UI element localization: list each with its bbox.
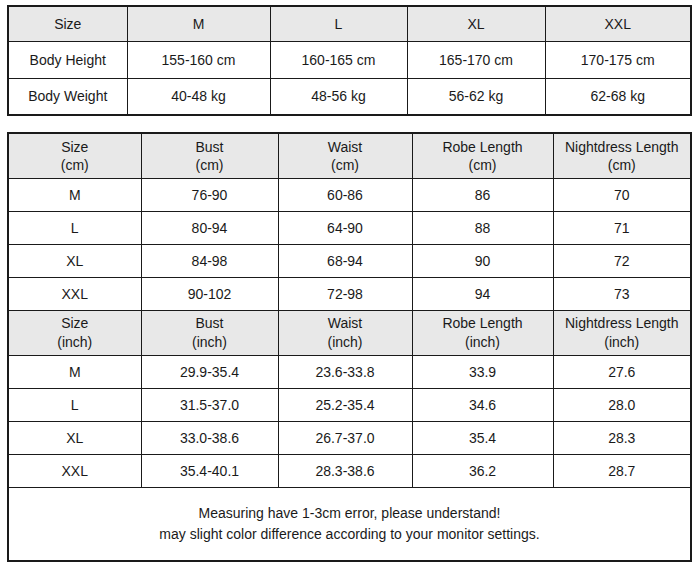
header-cell-size-cm: Size (cm) bbox=[8, 133, 141, 178]
row-label-cell: Body Weight bbox=[8, 78, 127, 115]
table-cell: 86 bbox=[412, 178, 553, 211]
table-cell: 33.0-38.6 bbox=[141, 421, 278, 454]
header-cell-m: M bbox=[127, 6, 270, 41]
table-cell: 80-94 bbox=[141, 211, 278, 244]
table-cell: 40-48 kg bbox=[127, 78, 270, 115]
table-cell: 33.9 bbox=[412, 355, 553, 388]
body-size-header-row: Size M L XL XXL bbox=[8, 6, 691, 41]
header-cell-xxl: XXL bbox=[545, 6, 691, 41]
table-cell: 48-56 kg bbox=[270, 78, 407, 115]
header-cell-bust-inch: Bust (inch) bbox=[141, 310, 278, 355]
table-cell: 60-86 bbox=[278, 178, 412, 211]
table-cell: 28.3 bbox=[553, 421, 691, 454]
inch-row-m: M 29.9-35.4 23.6-33.8 33.9 27.6 bbox=[8, 355, 691, 388]
body-weight-row: Body Weight 40-48 kg 48-56 kg 56-62 kg 6… bbox=[8, 78, 691, 115]
header-cell-robe-length-inch: Robe Length (inch) bbox=[412, 310, 553, 355]
header-cell-l: L bbox=[270, 6, 407, 41]
cm-row-xxl: XXL 90-102 72-98 94 73 bbox=[8, 277, 691, 310]
table-cell: 31.5-37.0 bbox=[141, 388, 278, 421]
table-cell: 29.9-35.4 bbox=[141, 355, 278, 388]
table-cell: 155-160 cm bbox=[127, 41, 270, 78]
table-cell: 88 bbox=[412, 211, 553, 244]
inch-row-xl: XL 33.0-38.6 26.7-37.0 35.4 28.3 bbox=[8, 421, 691, 454]
table-cell: 27.6 bbox=[553, 355, 691, 388]
table-cell: 90-102 bbox=[141, 277, 278, 310]
table-cell: 34.6 bbox=[412, 388, 553, 421]
table-cell: 62-68 kg bbox=[545, 78, 691, 115]
body-size-table: Size M L XL XXL Body Height 155-160 cm 1… bbox=[7, 5, 692, 116]
cm-row-m: M 76-90 60-86 86 70 bbox=[8, 178, 691, 211]
table-cell: 76-90 bbox=[141, 178, 278, 211]
cm-header-row: Size (cm) Bust (cm) Waist (cm) Robe Leng… bbox=[8, 133, 691, 178]
table-cell: 28.3-38.6 bbox=[278, 454, 412, 487]
footer-note-cell: Measuring have 1-3cm error, please under… bbox=[8, 487, 691, 561]
table-cell: 23.6-33.8 bbox=[278, 355, 412, 388]
table-cell: 36.2 bbox=[412, 454, 553, 487]
table-cell: 160-165 cm bbox=[270, 41, 407, 78]
table-cell: 64-90 bbox=[278, 211, 412, 244]
table-cell: 72 bbox=[553, 244, 691, 277]
table-cell: 28.0 bbox=[553, 388, 691, 421]
size-label-cell: XXL bbox=[8, 454, 141, 487]
table-cell: 25.2-35.4 bbox=[278, 388, 412, 421]
header-cell-robe-length-cm: Robe Length (cm) bbox=[412, 133, 553, 178]
measuring-error-note: Measuring have 1-3cm error, please under… bbox=[11, 503, 688, 523]
header-cell-nightdress-length-inch: Nightdress Length (inch) bbox=[553, 310, 691, 355]
inch-row-xxl: XXL 35.4-40.1 28.3-38.6 36.2 28.7 bbox=[8, 454, 691, 487]
size-label-cell: XXL bbox=[8, 277, 141, 310]
row-label-cell: Body Height bbox=[8, 41, 127, 78]
size-label-cell: L bbox=[8, 211, 141, 244]
cm-row-xl: XL 84-98 68-94 90 72 bbox=[8, 244, 691, 277]
cm-row-l: L 80-94 64-90 88 71 bbox=[8, 211, 691, 244]
body-height-row: Body Height 155-160 cm 160-165 cm 165-17… bbox=[8, 41, 691, 78]
table-cell: 73 bbox=[553, 277, 691, 310]
header-cell-nightdress-length-cm: Nightdress Length (cm) bbox=[553, 133, 691, 178]
header-cell-waist-cm: Waist (cm) bbox=[278, 133, 412, 178]
color-difference-note: may slight color difference according to… bbox=[11, 524, 688, 544]
inch-header-row: Size (inch) Bust (inch) Waist (inch) Rob… bbox=[8, 310, 691, 355]
size-chart-page: Size M L XL XXL Body Height 155-160 cm 1… bbox=[0, 0, 697, 562]
size-label-cell: L bbox=[8, 388, 141, 421]
table-cell: 71 bbox=[553, 211, 691, 244]
header-cell-bust-cm: Bust (cm) bbox=[141, 133, 278, 178]
table-cell: 165-170 cm bbox=[407, 41, 545, 78]
table-cell: 28.7 bbox=[553, 454, 691, 487]
table-cell: 84-98 bbox=[141, 244, 278, 277]
inch-row-l: L 31.5-37.0 25.2-35.4 34.6 28.0 bbox=[8, 388, 691, 421]
table-cell: 90 bbox=[412, 244, 553, 277]
table-cell: 35.4-40.1 bbox=[141, 454, 278, 487]
table-cell: 68-94 bbox=[278, 244, 412, 277]
header-cell-xl: XL bbox=[407, 6, 545, 41]
size-label-cell: M bbox=[8, 355, 141, 388]
table-cell: 70 bbox=[553, 178, 691, 211]
header-cell-size: Size bbox=[8, 6, 127, 41]
header-cell-size-inch: Size (inch) bbox=[8, 310, 141, 355]
table-cell: 26.7-37.0 bbox=[278, 421, 412, 454]
footer-note-row: Measuring have 1-3cm error, please under… bbox=[8, 487, 691, 561]
size-label-cell: XL bbox=[8, 421, 141, 454]
table-cell: 94 bbox=[412, 277, 553, 310]
header-cell-waist-inch: Waist (inch) bbox=[278, 310, 412, 355]
table-cell: 56-62 kg bbox=[407, 78, 545, 115]
table-cell: 72-98 bbox=[278, 277, 412, 310]
table-cell: 35.4 bbox=[412, 421, 553, 454]
table-cell: 170-175 cm bbox=[545, 41, 691, 78]
measurements-table: Size (cm) Bust (cm) Waist (cm) Robe Leng… bbox=[7, 132, 692, 562]
size-label-cell: XL bbox=[8, 244, 141, 277]
size-label-cell: M bbox=[8, 178, 141, 211]
